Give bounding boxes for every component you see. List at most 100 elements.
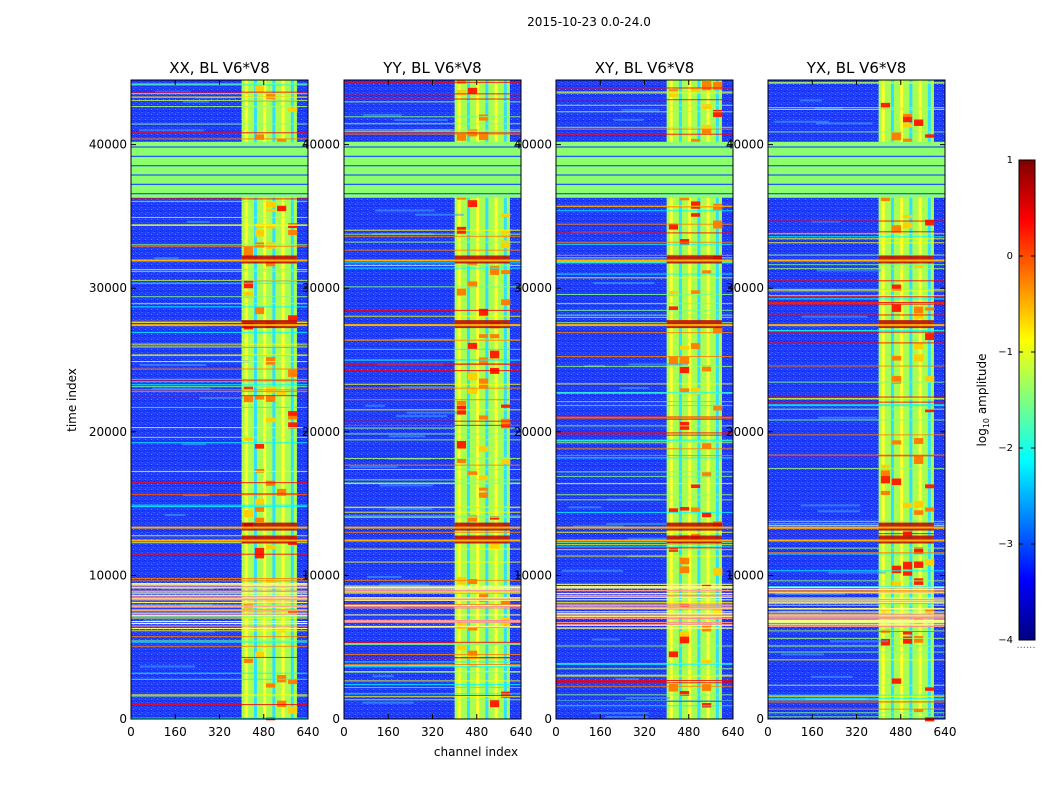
rfi-line [344, 641, 521, 643]
colorbar-tick-label: −4 [998, 635, 1013, 646]
rfi-line [768, 404, 945, 406]
band-blob [501, 230, 511, 238]
rfi-line [131, 482, 308, 484]
saturated-rows [556, 141, 733, 198]
x-tick-label: 640 [297, 725, 320, 739]
band-blob [277, 205, 287, 212]
band-blob [467, 579, 478, 584]
band-blob [914, 578, 924, 585]
strong-rfi-line [768, 324, 945, 327]
rfi-line [556, 596, 733, 598]
band-blob [478, 132, 489, 140]
band-blob [265, 223, 276, 229]
band-blob [490, 699, 500, 708]
rfi-line [556, 621, 733, 623]
rfi-line [768, 408, 945, 410]
rfi-line [344, 588, 521, 590]
rfi-line [768, 630, 945, 632]
rfi-line [344, 515, 521, 517]
rfi-line [131, 625, 308, 627]
band-blob [925, 484, 935, 489]
band-blob [277, 488, 287, 496]
rfi-line [556, 511, 733, 513]
band-blob [456, 405, 467, 413]
strong-rfi-line [344, 539, 521, 542]
rfi-line [556, 243, 733, 245]
band-blob [891, 678, 902, 684]
band-blob [501, 213, 511, 217]
band-blob [490, 334, 500, 339]
rfi-line [768, 619, 945, 621]
rfi-line [556, 613, 733, 615]
rfi-line [556, 483, 733, 485]
saturated-gap [556, 146, 733, 148]
x-tick-label: 320 [208, 725, 231, 739]
saturated-rows [768, 141, 945, 198]
rfi-line [344, 620, 521, 622]
rfi-line [768, 659, 945, 661]
panel-3: XY, BL V6*V8 0 160 320 480 640 0 10000 20000 3000… [514, 59, 745, 739]
rfi-line [556, 705, 733, 707]
panel-title: XY, BL V6*V8 [595, 59, 695, 77]
band-blob [925, 376, 935, 382]
rfi-line [768, 589, 945, 591]
rfi-line [344, 597, 521, 599]
x-tick-label: 160 [164, 725, 187, 739]
rfi-line [556, 546, 733, 548]
band-blob [690, 213, 701, 217]
rfi-line [344, 241, 521, 243]
rfi-line [131, 621, 308, 623]
band-blob [467, 87, 478, 94]
rfi-line [556, 314, 733, 316]
rfi-line [344, 511, 521, 513]
rfi-line [344, 599, 521, 601]
rfi-line [344, 98, 521, 100]
rfi-line [131, 343, 308, 345]
rfi-line [344, 561, 521, 563]
strong-rfi-line [131, 259, 308, 262]
y-tick-label: 10000 [514, 568, 552, 582]
rfi-line [556, 104, 733, 106]
band-blob [243, 385, 254, 389]
band-blob [914, 306, 924, 311]
band-blob [243, 396, 254, 403]
band-blob [254, 499, 265, 508]
band-blob [288, 415, 298, 420]
rfi-line [768, 600, 945, 602]
saturated-gap [556, 165, 733, 167]
panel-1: XX, BL V6*V8 0 160 320 480 640 0 10000 20000 3000… [89, 59, 320, 739]
rfi-line [556, 663, 733, 665]
rfi-line [131, 442, 308, 444]
band-blob [467, 262, 478, 267]
rfi-line [556, 257, 733, 259]
band-blob [679, 366, 690, 374]
band-blob [914, 313, 924, 319]
rfi-line [344, 133, 521, 135]
band-blob [288, 706, 298, 714]
rfi-line [344, 671, 521, 673]
rfi-line [131, 91, 308, 93]
band-blob [690, 484, 701, 489]
rfi-line [344, 686, 521, 688]
rfi-line [556, 544, 733, 546]
rfi-line [131, 269, 308, 271]
rfi-line [344, 531, 521, 533]
rfi-line [768, 712, 945, 714]
rfi-line [131, 645, 308, 647]
colorbar-ellipsis: ...... [1016, 640, 1035, 651]
colorbar-label-rest: amplitude [975, 354, 989, 418]
rfi-line [131, 93, 308, 95]
colorbar-tick-label: 0 [1007, 251, 1013, 262]
rfi-line [768, 699, 945, 701]
rfi-line [556, 232, 733, 234]
rfi-line [556, 126, 733, 128]
band-blob [478, 334, 489, 338]
noise-patch [379, 583, 430, 586]
y-tick-label: 10000 [89, 568, 127, 582]
rfi-line [344, 695, 521, 697]
noise-patch [394, 119, 448, 122]
noise-patch [388, 435, 426, 438]
rfi-line [344, 482, 521, 484]
noise-patch [139, 364, 207, 367]
rfi-line [344, 664, 521, 666]
